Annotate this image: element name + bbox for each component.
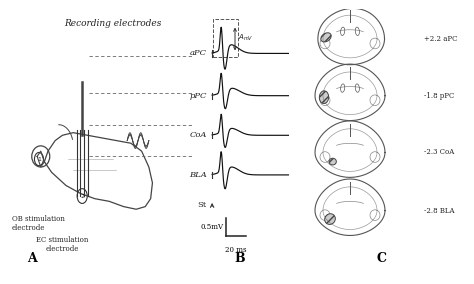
Ellipse shape [341, 27, 345, 36]
Text: CoA: CoA [189, 131, 207, 139]
Text: C: C [376, 252, 387, 265]
Text: pPC: pPC [189, 92, 207, 100]
Text: EC stimulation
electrode: EC stimulation electrode [36, 236, 89, 253]
Ellipse shape [325, 214, 335, 224]
Ellipse shape [329, 158, 337, 165]
Text: Recording electrodes: Recording electrodes [64, 19, 162, 28]
Ellipse shape [319, 91, 328, 104]
Text: +2.2 aPC: +2.2 aPC [424, 35, 457, 43]
Text: $A_{mV}$: $A_{mV}$ [238, 33, 254, 43]
Ellipse shape [341, 84, 345, 92]
Text: -2.8 BLA: -2.8 BLA [424, 206, 454, 215]
Text: aPC: aPC [190, 49, 207, 57]
Text: 0.5mV: 0.5mV [200, 223, 223, 231]
Text: 2: 2 [80, 193, 84, 199]
Text: 20 ms: 20 ms [225, 246, 247, 254]
Text: St: St [197, 201, 207, 209]
Ellipse shape [356, 84, 359, 92]
Ellipse shape [356, 27, 359, 36]
Text: B: B [234, 252, 245, 265]
Text: BLA: BLA [189, 171, 207, 179]
Text: -1.8 pPC: -1.8 pPC [424, 92, 454, 100]
Ellipse shape [321, 33, 331, 42]
Text: -2.3 CoA: -2.3 CoA [424, 149, 454, 156]
Text: A: A [27, 252, 36, 265]
Text: OB stimulation
electrode: OB stimulation electrode [12, 214, 65, 232]
Text: 1: 1 [37, 156, 41, 162]
